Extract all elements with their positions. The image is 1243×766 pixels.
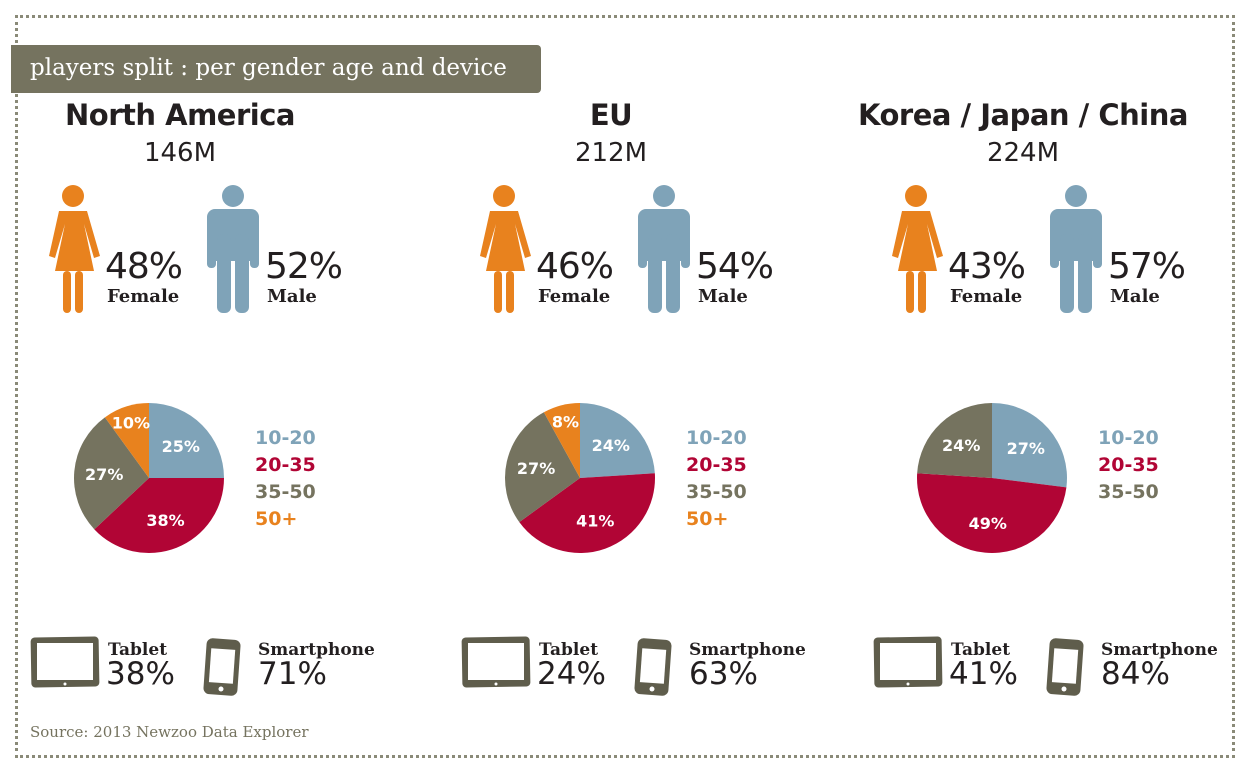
region-total: 224M xyxy=(986,138,1060,168)
male-icon xyxy=(207,185,259,313)
pie-slice-35-50 xyxy=(74,417,149,530)
pie-label-50+: 10% xyxy=(112,413,150,432)
smartphone-icon xyxy=(1046,638,1084,696)
female-icon xyxy=(49,185,100,313)
tablet-percent: 38% xyxy=(106,656,175,692)
legend-item-20-35: 20-35 xyxy=(686,454,747,476)
region-column: EU 212M 46% Female 54% Male 24% 41% 27% 8% … xyxy=(431,0,851,766)
pie-slice-10-20 xyxy=(992,403,1067,488)
source-note: Source: 2013 Newzoo Data Explorer xyxy=(30,723,309,741)
pie-label-35-50: 27% xyxy=(85,465,123,484)
male-label: Male xyxy=(698,286,748,307)
female-icon xyxy=(892,185,943,313)
region-total: 146M xyxy=(143,138,217,168)
pie-label-10-20: 24% xyxy=(592,436,630,455)
female-label: Female xyxy=(107,286,180,307)
female-percent: 48% xyxy=(105,246,183,287)
tablet-icon xyxy=(30,636,100,688)
legend-item-35-50: 35-50 xyxy=(686,481,747,503)
pie-label-20-35: 38% xyxy=(146,511,184,530)
dotted-frame xyxy=(15,15,1235,758)
male-label: Male xyxy=(1110,286,1160,307)
pie-label-35-50: 27% xyxy=(517,459,555,478)
pie-label-10-20: 27% xyxy=(1007,439,1045,458)
pie-slice-50+ xyxy=(543,403,580,478)
pie-slice-35-50 xyxy=(505,412,580,523)
legend-item-20-35: 20-35 xyxy=(1098,454,1159,476)
male-icon xyxy=(638,185,690,313)
legend-item-50+: 50+ xyxy=(686,508,729,530)
pie-slice-35-50 xyxy=(917,403,992,478)
female-icon xyxy=(480,185,531,313)
smartphone-label: Smartphone xyxy=(258,640,375,660)
legend-item-10-20: 10-20 xyxy=(686,427,747,449)
age-pie-chart: 27% 49% 24% xyxy=(917,403,1067,554)
female-label: Female xyxy=(950,286,1023,307)
legend-item-20-35: 20-35 xyxy=(255,454,316,476)
pie-label-20-35: 41% xyxy=(576,511,614,530)
female-percent: 43% xyxy=(948,246,1026,287)
tablet-icon xyxy=(461,636,531,688)
smartphone-label: Smartphone xyxy=(689,640,806,660)
region-title: North America xyxy=(65,98,295,132)
pie-slice-10-20 xyxy=(580,403,655,478)
tablet-label: Tablet xyxy=(539,640,599,660)
region-total: 212M xyxy=(574,138,648,168)
pie-slice-50+ xyxy=(104,403,149,478)
smartphone-percent: 84% xyxy=(1101,656,1170,692)
smartphone-icon xyxy=(203,638,241,696)
male-percent: 57% xyxy=(1108,246,1186,287)
smartphone-percent: 71% xyxy=(258,656,327,692)
pie-slice-20-35 xyxy=(917,473,1067,554)
age-pie-chart: 24% 41% 27% 8% xyxy=(505,403,655,553)
pie-label-10-20: 25% xyxy=(162,437,200,456)
female-percent: 46% xyxy=(536,246,614,287)
region-column: North America 146M 48% Female 52% Male 2… xyxy=(0,0,420,766)
age-pie-chart: 25% 38% 27% 10% xyxy=(74,403,224,553)
female-label: Female xyxy=(538,286,611,307)
legend-item-50+: 50+ xyxy=(255,508,298,530)
tablet-percent: 41% xyxy=(949,656,1018,692)
pie-slice-20-35 xyxy=(94,478,224,553)
region-title: Korea / Japan / China xyxy=(858,98,1188,132)
legend-item-35-50: 35-50 xyxy=(1098,481,1159,503)
pie-slice-10-20 xyxy=(149,403,224,478)
pie-label-20-35: 49% xyxy=(969,514,1007,533)
male-percent: 52% xyxy=(265,246,343,287)
smartphone-percent: 63% xyxy=(689,656,758,692)
male-icon xyxy=(1050,185,1102,313)
male-percent: 54% xyxy=(696,246,774,287)
smartphone-icon xyxy=(634,638,672,696)
pie-slice-20-35 xyxy=(519,473,655,553)
legend-item-35-50: 35-50 xyxy=(255,481,316,503)
pie-label-50+: 8% xyxy=(552,412,579,431)
region-title: EU xyxy=(589,98,633,132)
pie-label-35-50: 24% xyxy=(942,436,980,455)
tablet-percent: 24% xyxy=(537,656,606,692)
legend-item-10-20: 10-20 xyxy=(1098,427,1159,449)
smartphone-label: Smartphone xyxy=(1101,640,1218,660)
tablet-label: Tablet xyxy=(951,640,1011,660)
tablet-label: Tablet xyxy=(108,640,168,660)
legend-item-10-20: 10-20 xyxy=(255,427,316,449)
tablet-icon xyxy=(873,636,943,688)
header-banner: players split : per gender age and devic… xyxy=(11,45,541,93)
region-column: Korea / Japan / China 224M 43% Female 57… xyxy=(843,0,1243,766)
male-label: Male xyxy=(267,286,317,307)
